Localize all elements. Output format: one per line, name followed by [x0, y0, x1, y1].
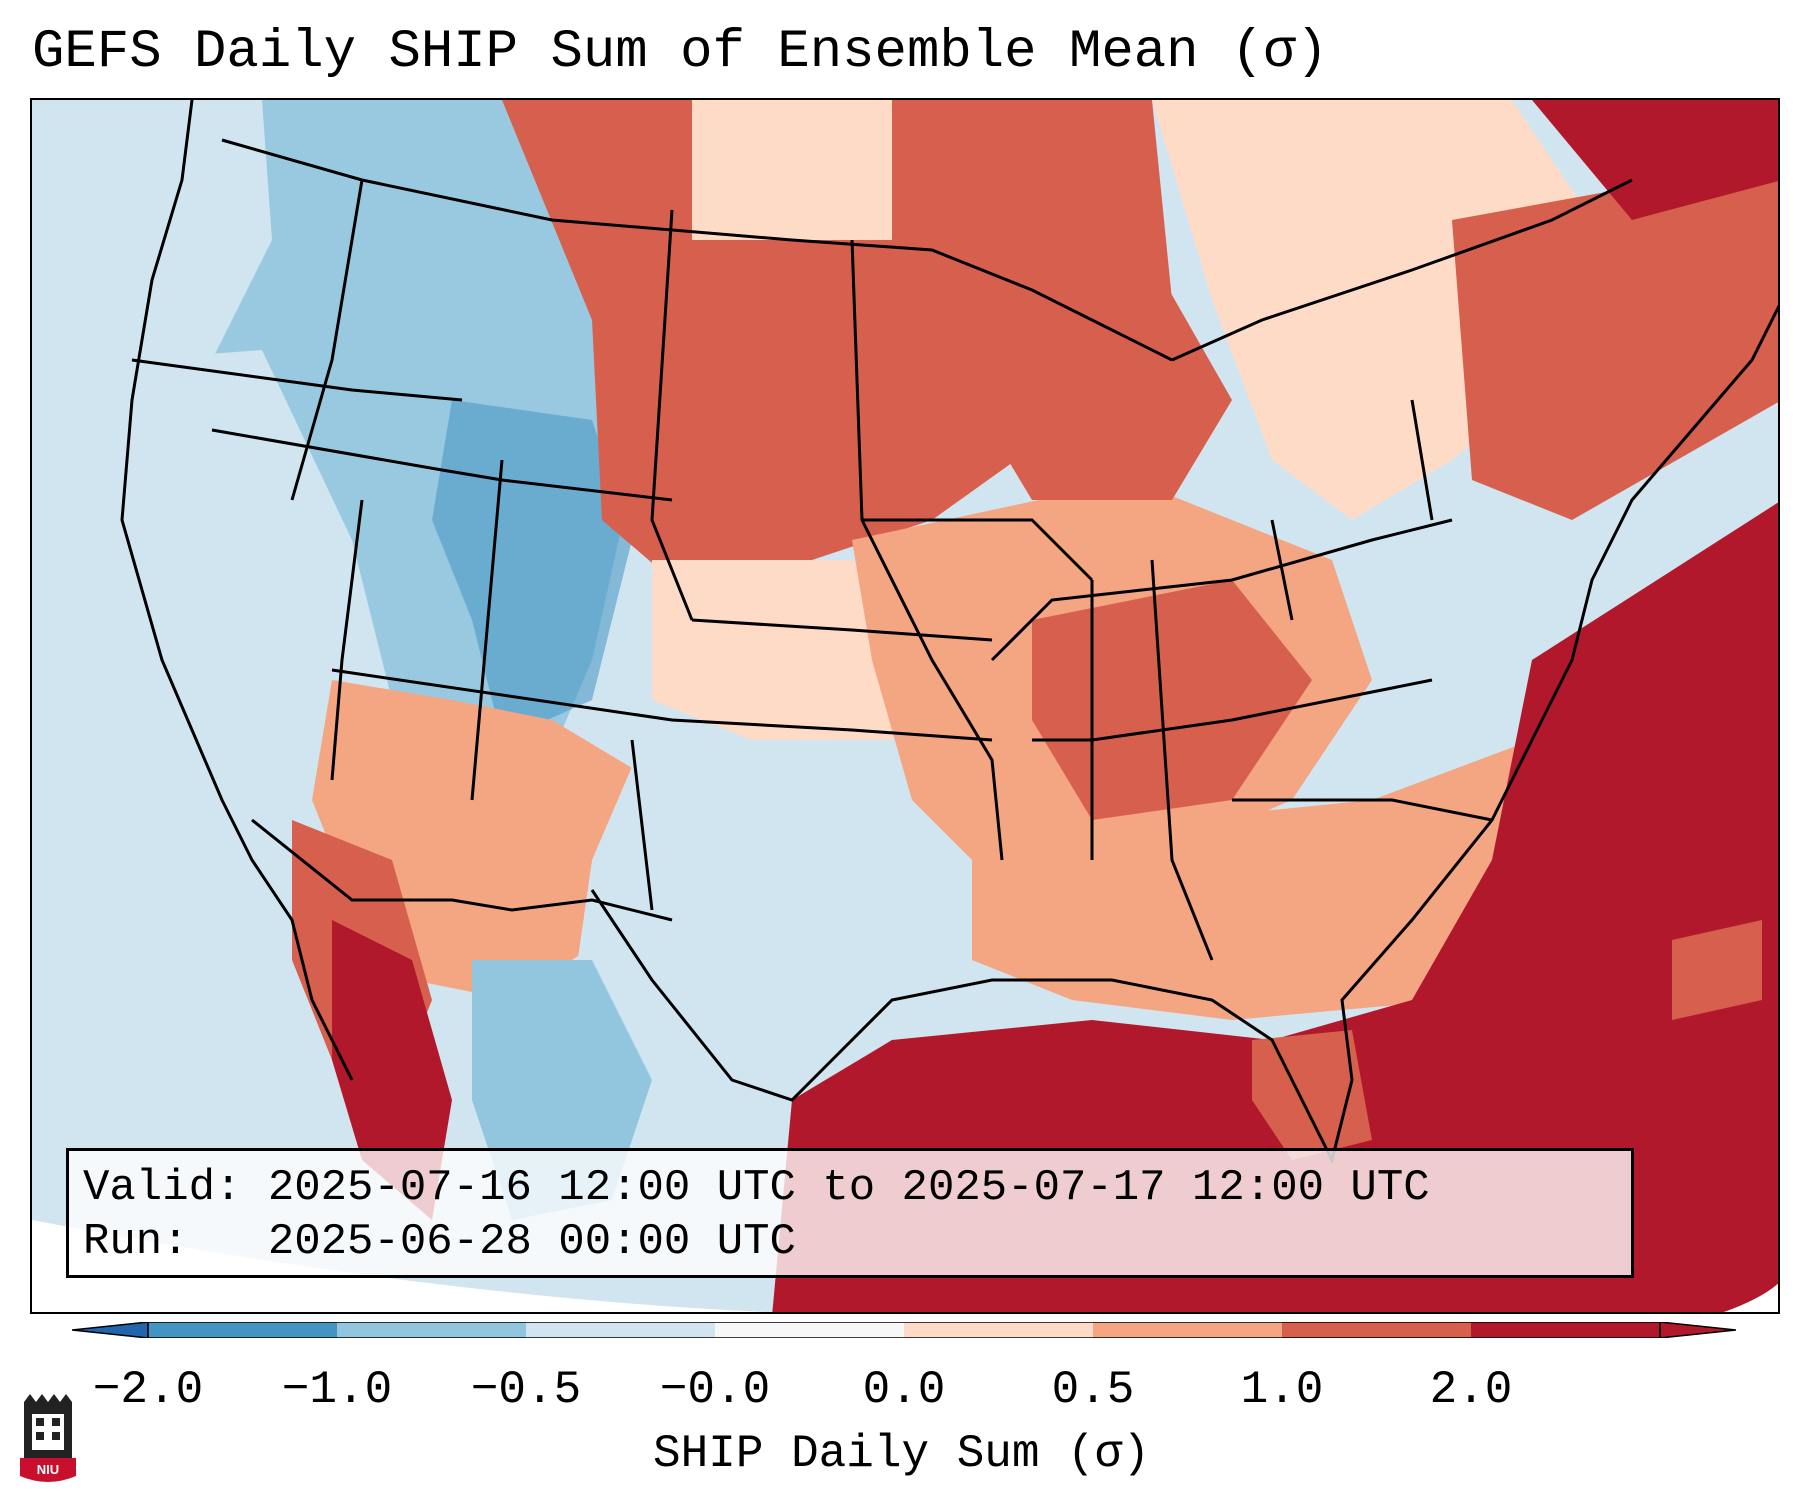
run-row: Run: 2025-06-28 00:00 UTC	[83, 1215, 1617, 1269]
colorbar-segments	[148, 1322, 1661, 1338]
colorbar-segment	[526, 1322, 716, 1338]
niu-logo-icon: NIU	[20, 1394, 76, 1482]
colorbar-frame	[147, 1322, 1661, 1338]
great-lakes-red	[972, 260, 1232, 500]
colorbar-tick-label: −0.0	[659, 1364, 771, 1416]
colorbar-segment	[1282, 1322, 1472, 1338]
colorbar-tick-label: −1.0	[281, 1364, 393, 1416]
run-label: Run:	[83, 1217, 189, 1267]
colorbar-ticks: −2.0 −1.0 −0.5 −0.0 0.0 0.5 1.0 2.0	[0, 1364, 1803, 1424]
colorbar-segment	[1093, 1322, 1283, 1338]
north-dakota-pale	[692, 100, 892, 240]
colorbar-segment	[337, 1322, 527, 1338]
northern-plains-red	[502, 100, 1172, 580]
new-england-red	[1452, 160, 1778, 520]
projection-edge-right	[1723, 1283, 1778, 1312]
boundaries	[120, 100, 1778, 1165]
baja-dark-red	[332, 920, 452, 1220]
colorbar-tick-label: 1.0	[1240, 1364, 1324, 1416]
colorbar	[72, 1322, 1736, 1338]
colorbar-tick-label: −0.5	[470, 1364, 582, 1416]
projection-edge	[32, 1220, 765, 1312]
map-panel	[30, 98, 1780, 1314]
colorbar-tick-label: 0.5	[1051, 1364, 1135, 1416]
map-canvas	[32, 100, 1778, 1312]
rockies-deep-blue	[432, 400, 632, 740]
valid-label: Valid:	[83, 1163, 242, 1213]
run-value: 2025-06-28 00:00 UTC	[267, 1217, 796, 1267]
colorbar-tick-label: 2.0	[1429, 1364, 1513, 1416]
ohio-valley-red	[1032, 580, 1312, 820]
colorbar-label: SHIP Daily Sum (σ)	[653, 1428, 1150, 1480]
valid-row: Valid: 2025-07-16 12:00 UTC to 2025-07-1…	[83, 1161, 1617, 1215]
maritime-dark-red	[1532, 100, 1778, 220]
kansas-pale	[652, 560, 932, 740]
logo-text: NIU	[37, 1462, 59, 1477]
chart-title: GEFS Daily SHIP Sum of Ensemble Mean (σ)	[32, 22, 1329, 83]
valid-value: 2025-07-16 12:00 UTC to 2025-07-17 12:00…	[267, 1163, 1430, 1213]
atlantic-gulf-dark-red	[772, 502, 1778, 1312]
great-basin-pale	[132, 350, 392, 800]
colorbar-segment	[1471, 1322, 1661, 1338]
colorbar-tick-label: −2.0	[92, 1364, 204, 1416]
colorbar-left-extend	[72, 1322, 149, 1338]
colorbar-segment	[904, 1322, 1094, 1338]
colorbar-right-extend	[1659, 1322, 1736, 1338]
colorbar-segment	[148, 1322, 338, 1338]
atlantic-red-patch	[1672, 920, 1762, 1020]
info-box: Valid: 2025-07-16 12:00 UTC to 2025-07-1…	[66, 1148, 1634, 1278]
colorbar-tick-label: 0.0	[862, 1364, 946, 1416]
colorbar-segment	[715, 1322, 905, 1338]
